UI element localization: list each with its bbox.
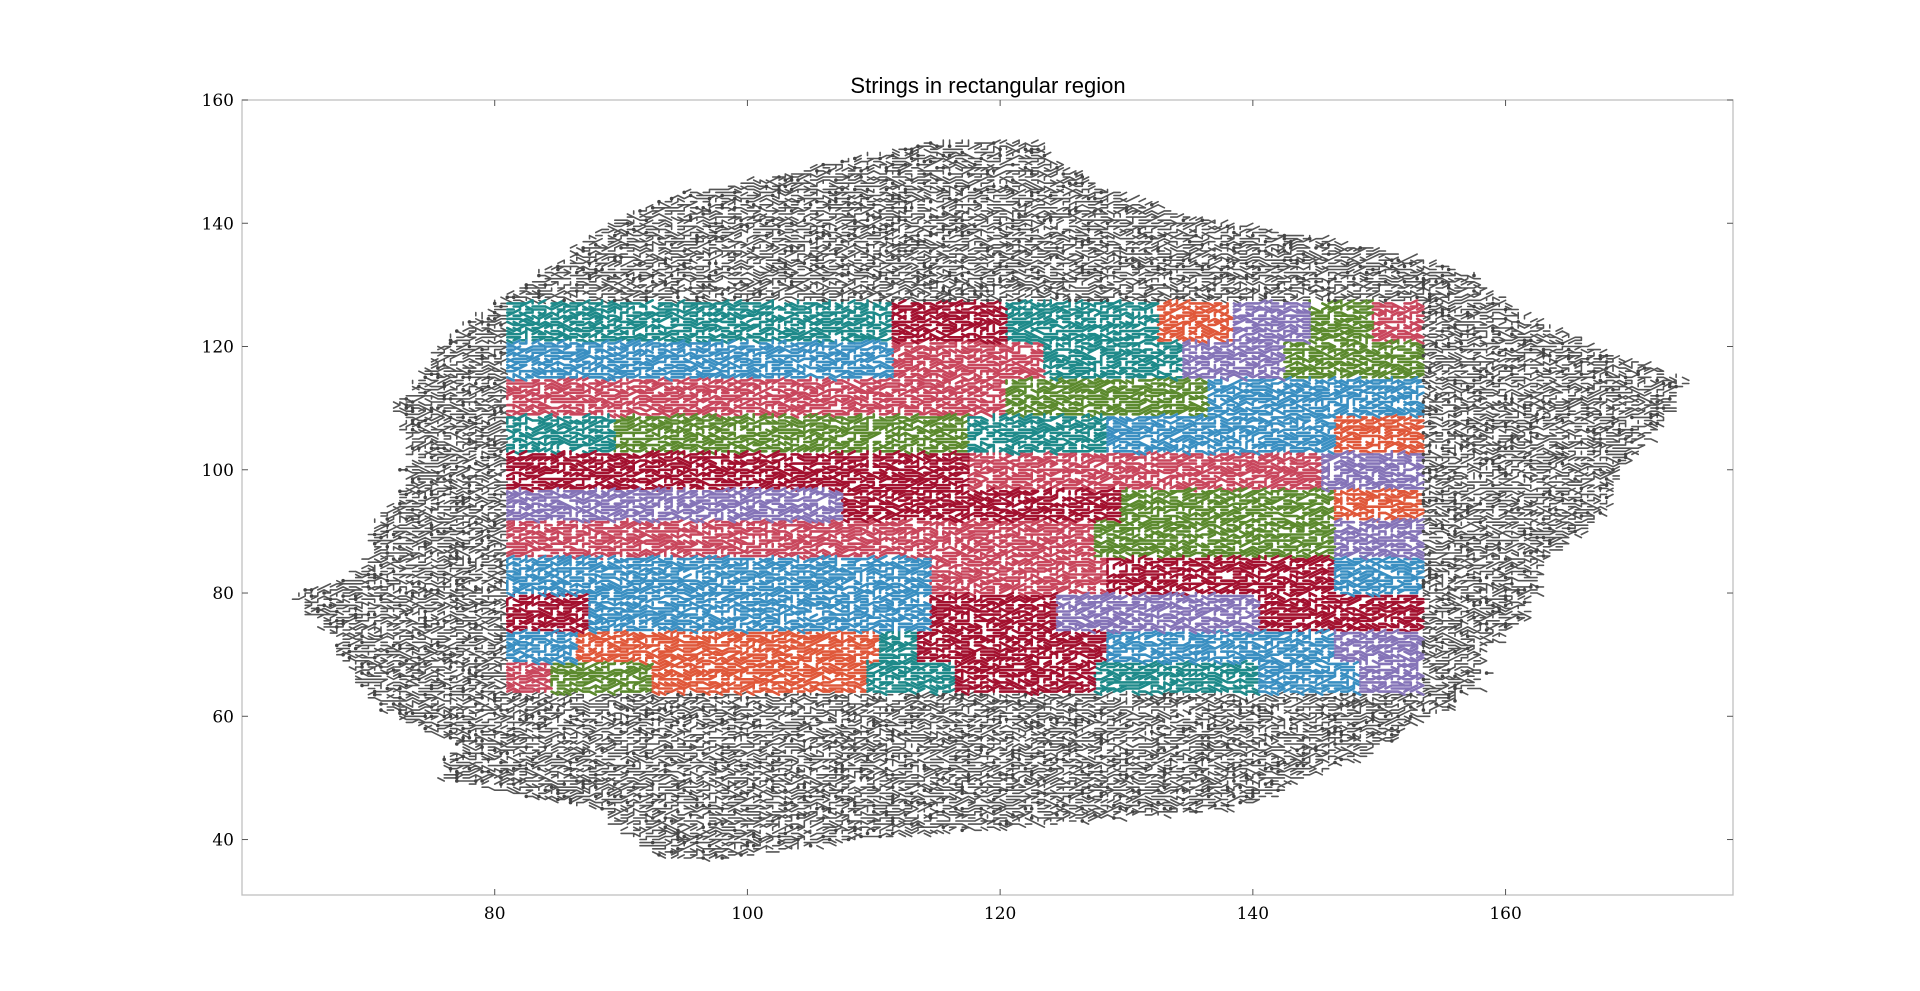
inner-string-series-7 [506,299,1425,696]
inner-string-series-3 [575,299,1425,696]
x-tick-label: 100 [731,904,763,924]
ticks-layer: 80 100 120 140 160 40 60 80 100 120 140 160 [202,91,1733,924]
y-tick-label: 120 [202,338,234,358]
plot-frame [241,99,1734,896]
inner-string-series-6 [506,339,1425,696]
x-tick-label: 120 [984,904,1016,924]
y-tick-label: 140 [202,214,234,234]
points-layer [291,139,1690,862]
y-tick-label: 160 [202,91,234,111]
x-tick-label: 80 [484,904,506,924]
x-tick-label: 140 [1237,904,1269,924]
inner-string-series-2 [550,299,1425,696]
inner-string-series-5 [506,299,1425,696]
y-tick-label: 100 [202,461,234,481]
chart-title: Strings in rectangular region [850,73,1125,98]
inner-string-series-1 [506,299,1425,693]
inner-string-series-4 [506,299,1261,696]
y-tick-label: 80 [212,584,234,604]
x-tick-label: 160 [1489,904,1521,924]
outer-string-series [291,139,1690,862]
y-tick-label: 40 [212,831,234,851]
y-tick-label: 60 [212,707,234,727]
